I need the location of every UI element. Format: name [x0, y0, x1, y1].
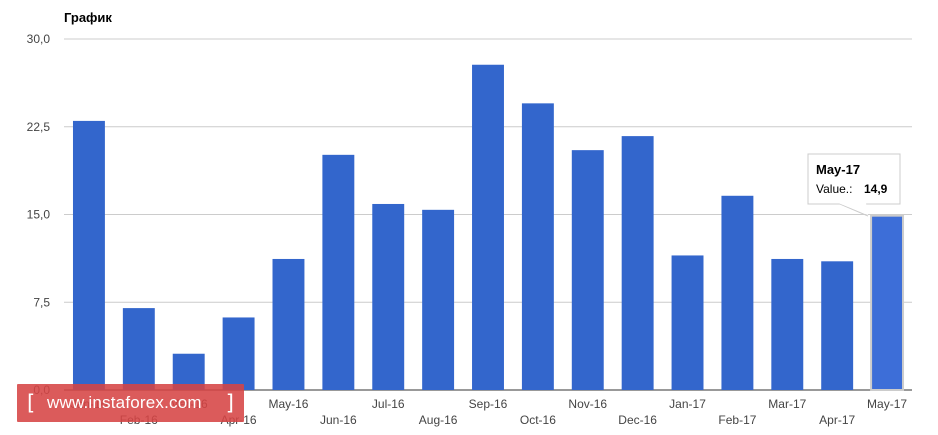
- y-tick-label: 7,5: [33, 295, 50, 309]
- watermark-left-bracket: [: [27, 391, 36, 415]
- watermark-right-bracket: ]: [225, 391, 234, 415]
- bar-series: [72, 64, 905, 391]
- x-tick-label: May-17: [867, 397, 907, 411]
- y-tick-label: 30,0: [27, 32, 51, 46]
- tooltip-title: May-17: [816, 162, 860, 177]
- bar-mar-16[interactable]: [172, 353, 205, 390]
- bar-may-17[interactable]: [870, 214, 905, 391]
- x-tick-label: Jul-16: [372, 397, 405, 411]
- bar-apr-17[interactable]: [821, 261, 854, 390]
- bar-jan-17[interactable]: [671, 255, 704, 390]
- bar-jul-16[interactable]: [372, 203, 405, 390]
- tooltip: May-17 Value.: 14,9: [807, 153, 901, 217]
- tooltip-pointer-fill: [838, 203, 868, 215]
- tooltip-value: 14,9: [864, 182, 888, 196]
- bar-oct-16[interactable]: [521, 103, 554, 390]
- x-tick-label: Sep-16: [469, 397, 508, 411]
- bar-jan-16[interactable]: [72, 120, 105, 391]
- x-tick-label: Apr-17: [819, 413, 855, 427]
- bar-feb-17[interactable]: [721, 195, 754, 390]
- bar-apr-16[interactable]: [222, 317, 255, 390]
- bar-jun-16[interactable]: [322, 154, 355, 390]
- bar-sep-16[interactable]: [472, 64, 504, 391]
- y-tick-label: 15,0: [27, 208, 51, 222]
- instaforex-watermark: [ www.instaforex.com ]: [17, 384, 244, 422]
- x-tick-label: Aug-16: [419, 413, 458, 427]
- x-tick-label: Feb-17: [718, 413, 756, 427]
- y-tick-label: 22,5: [27, 120, 51, 134]
- tooltip-value-label: Value.:: [816, 182, 852, 196]
- x-tick-label: Oct-16: [520, 413, 556, 427]
- x-tick-label: Jan-17: [669, 397, 706, 411]
- tooltip-box: [807, 153, 901, 205]
- x-tick-label: May-16: [268, 397, 308, 411]
- y-axis-tick-labels: 0,07,515,022,530,0: [27, 32, 51, 397]
- bar-dec-16[interactable]: [621, 136, 654, 390]
- x-tick-label: Dec-16: [618, 413, 657, 427]
- x-tick-label: Nov-16: [568, 397, 607, 411]
- x-tick-label: Jun-16: [320, 413, 357, 427]
- bar-aug-16[interactable]: [422, 209, 455, 390]
- chart-title: График: [64, 10, 112, 25]
- tooltip-pointer: [839, 203, 869, 217]
- bar-feb-16[interactable]: [122, 308, 155, 390]
- x-tick-label: Mar-17: [768, 397, 806, 411]
- bar-nov-16[interactable]: [571, 150, 604, 390]
- bar-may-16[interactable]: [272, 258, 305, 390]
- bar-mar-17[interactable]: [771, 258, 804, 390]
- watermark-text: www.instaforex.com: [47, 393, 202, 412]
